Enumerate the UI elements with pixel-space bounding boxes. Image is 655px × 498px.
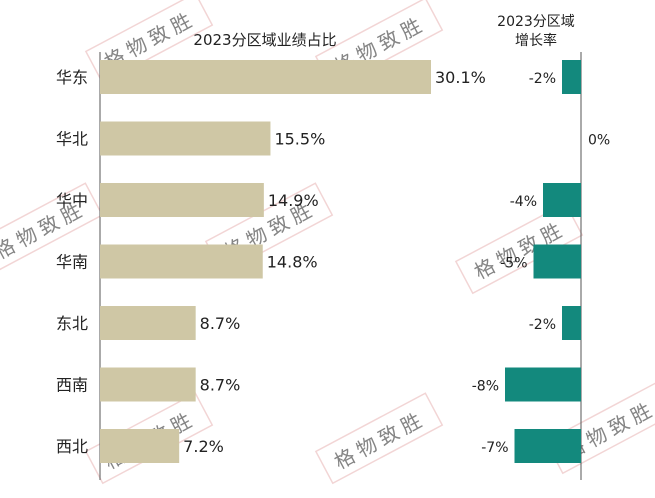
- category-label: 华北: [56, 130, 88, 149]
- share-value-label: 30.1%: [435, 68, 486, 87]
- share-bar: [100, 121, 271, 156]
- growth-bar: [562, 60, 581, 94]
- share-bar: [100, 306, 196, 340]
- growth-bar: [562, 306, 581, 340]
- growth-bar: [505, 367, 581, 402]
- share-bar: [100, 60, 431, 94]
- category-label: 华南: [56, 253, 88, 272]
- growth-bar: [543, 183, 581, 217]
- growth-value-label: -7%: [481, 440, 508, 456]
- watermark-stamp: 格物致胜: [314, 392, 444, 485]
- growth-chart-title-line2: 增长率: [515, 32, 557, 49]
- share-value-label: 7.2%: [183, 437, 224, 456]
- growth-bars: -2% 0% -4% -5% -2% -8% -7%: [472, 60, 610, 463]
- share-value-label: 14.9%: [268, 191, 319, 210]
- category-label: 华中: [56, 191, 88, 210]
- category-label: 东北: [56, 314, 88, 333]
- growth-value-label: -2%: [529, 71, 556, 87]
- share-value-label: 8.7%: [200, 376, 241, 395]
- category-label: 华东: [56, 68, 88, 87]
- growth-bar: [533, 244, 581, 279]
- share-bar: [100, 367, 196, 402]
- growth-value-label: -8%: [472, 379, 499, 395]
- growth-value-label: 0%: [588, 133, 610, 149]
- share-chart-title: 2023分区域业绩占比: [193, 31, 336, 49]
- share-value-label: 14.8%: [267, 253, 318, 272]
- share-bar: [100, 244, 263, 279]
- share-value-label: 15.5%: [274, 130, 325, 149]
- share-value-label: 8.7%: [200, 314, 241, 333]
- growth-value-label: -2%: [529, 317, 556, 333]
- share-bars: 30.1% 15.5% 14.9% 14.8% 8.7% 8.7% 7.2%: [100, 60, 486, 463]
- growth-value-label: -5%: [500, 256, 527, 272]
- share-bar: [100, 183, 264, 217]
- category-label: 西南: [56, 376, 88, 395]
- growth-value-label: -4%: [510, 194, 537, 210]
- share-bar: [100, 429, 180, 463]
- category-label: 西北: [56, 437, 88, 456]
- growth-chart-title-line1: 2023分区域: [497, 14, 575, 30]
- growth-bar: [514, 429, 581, 463]
